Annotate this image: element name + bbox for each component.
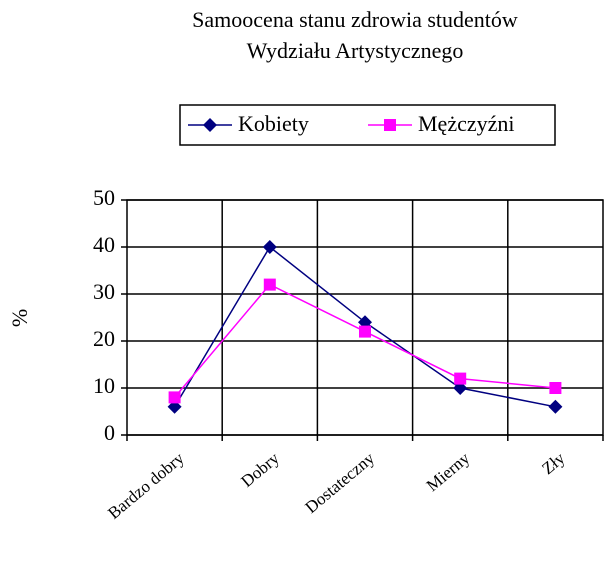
x-tick-label: Dobry — [237, 448, 283, 491]
data-point — [168, 391, 181, 404]
data-point — [454, 372, 467, 385]
x-tick-label: Dostateczny — [301, 448, 378, 517]
y-axis-label: % — [7, 309, 32, 327]
x-tick-label: Bardzo dobry — [104, 448, 188, 523]
data-point — [262, 240, 277, 254]
y-tick-label: 50 — [93, 185, 115, 210]
y-tick-label: 10 — [93, 373, 115, 398]
y-tick-label: 0 — [104, 420, 115, 445]
legend-label: Mężczyźni — [418, 111, 515, 136]
y-tick-label: 40 — [93, 232, 115, 257]
x-tick-label: Mierny — [423, 448, 474, 495]
y-tick-label: 30 — [93, 279, 115, 304]
x-tick-label: Zły — [538, 448, 569, 478]
legend-marker — [384, 119, 396, 131]
data-point — [548, 399, 563, 414]
chart-subtitle: Wydziału Artystycznego — [247, 38, 464, 63]
legend-box — [179, 104, 556, 146]
legend-marker — [203, 118, 217, 132]
y-tick-label: 20 — [93, 326, 115, 351]
plot-frame — [126, 199, 604, 436]
legend-label: Kobiety — [238, 111, 309, 136]
chart-title: Samoocena stanu zdrowia studentów — [192, 7, 518, 32]
data-point — [359, 325, 371, 338]
data-point — [549, 382, 562, 394]
data-point — [263, 278, 276, 291]
